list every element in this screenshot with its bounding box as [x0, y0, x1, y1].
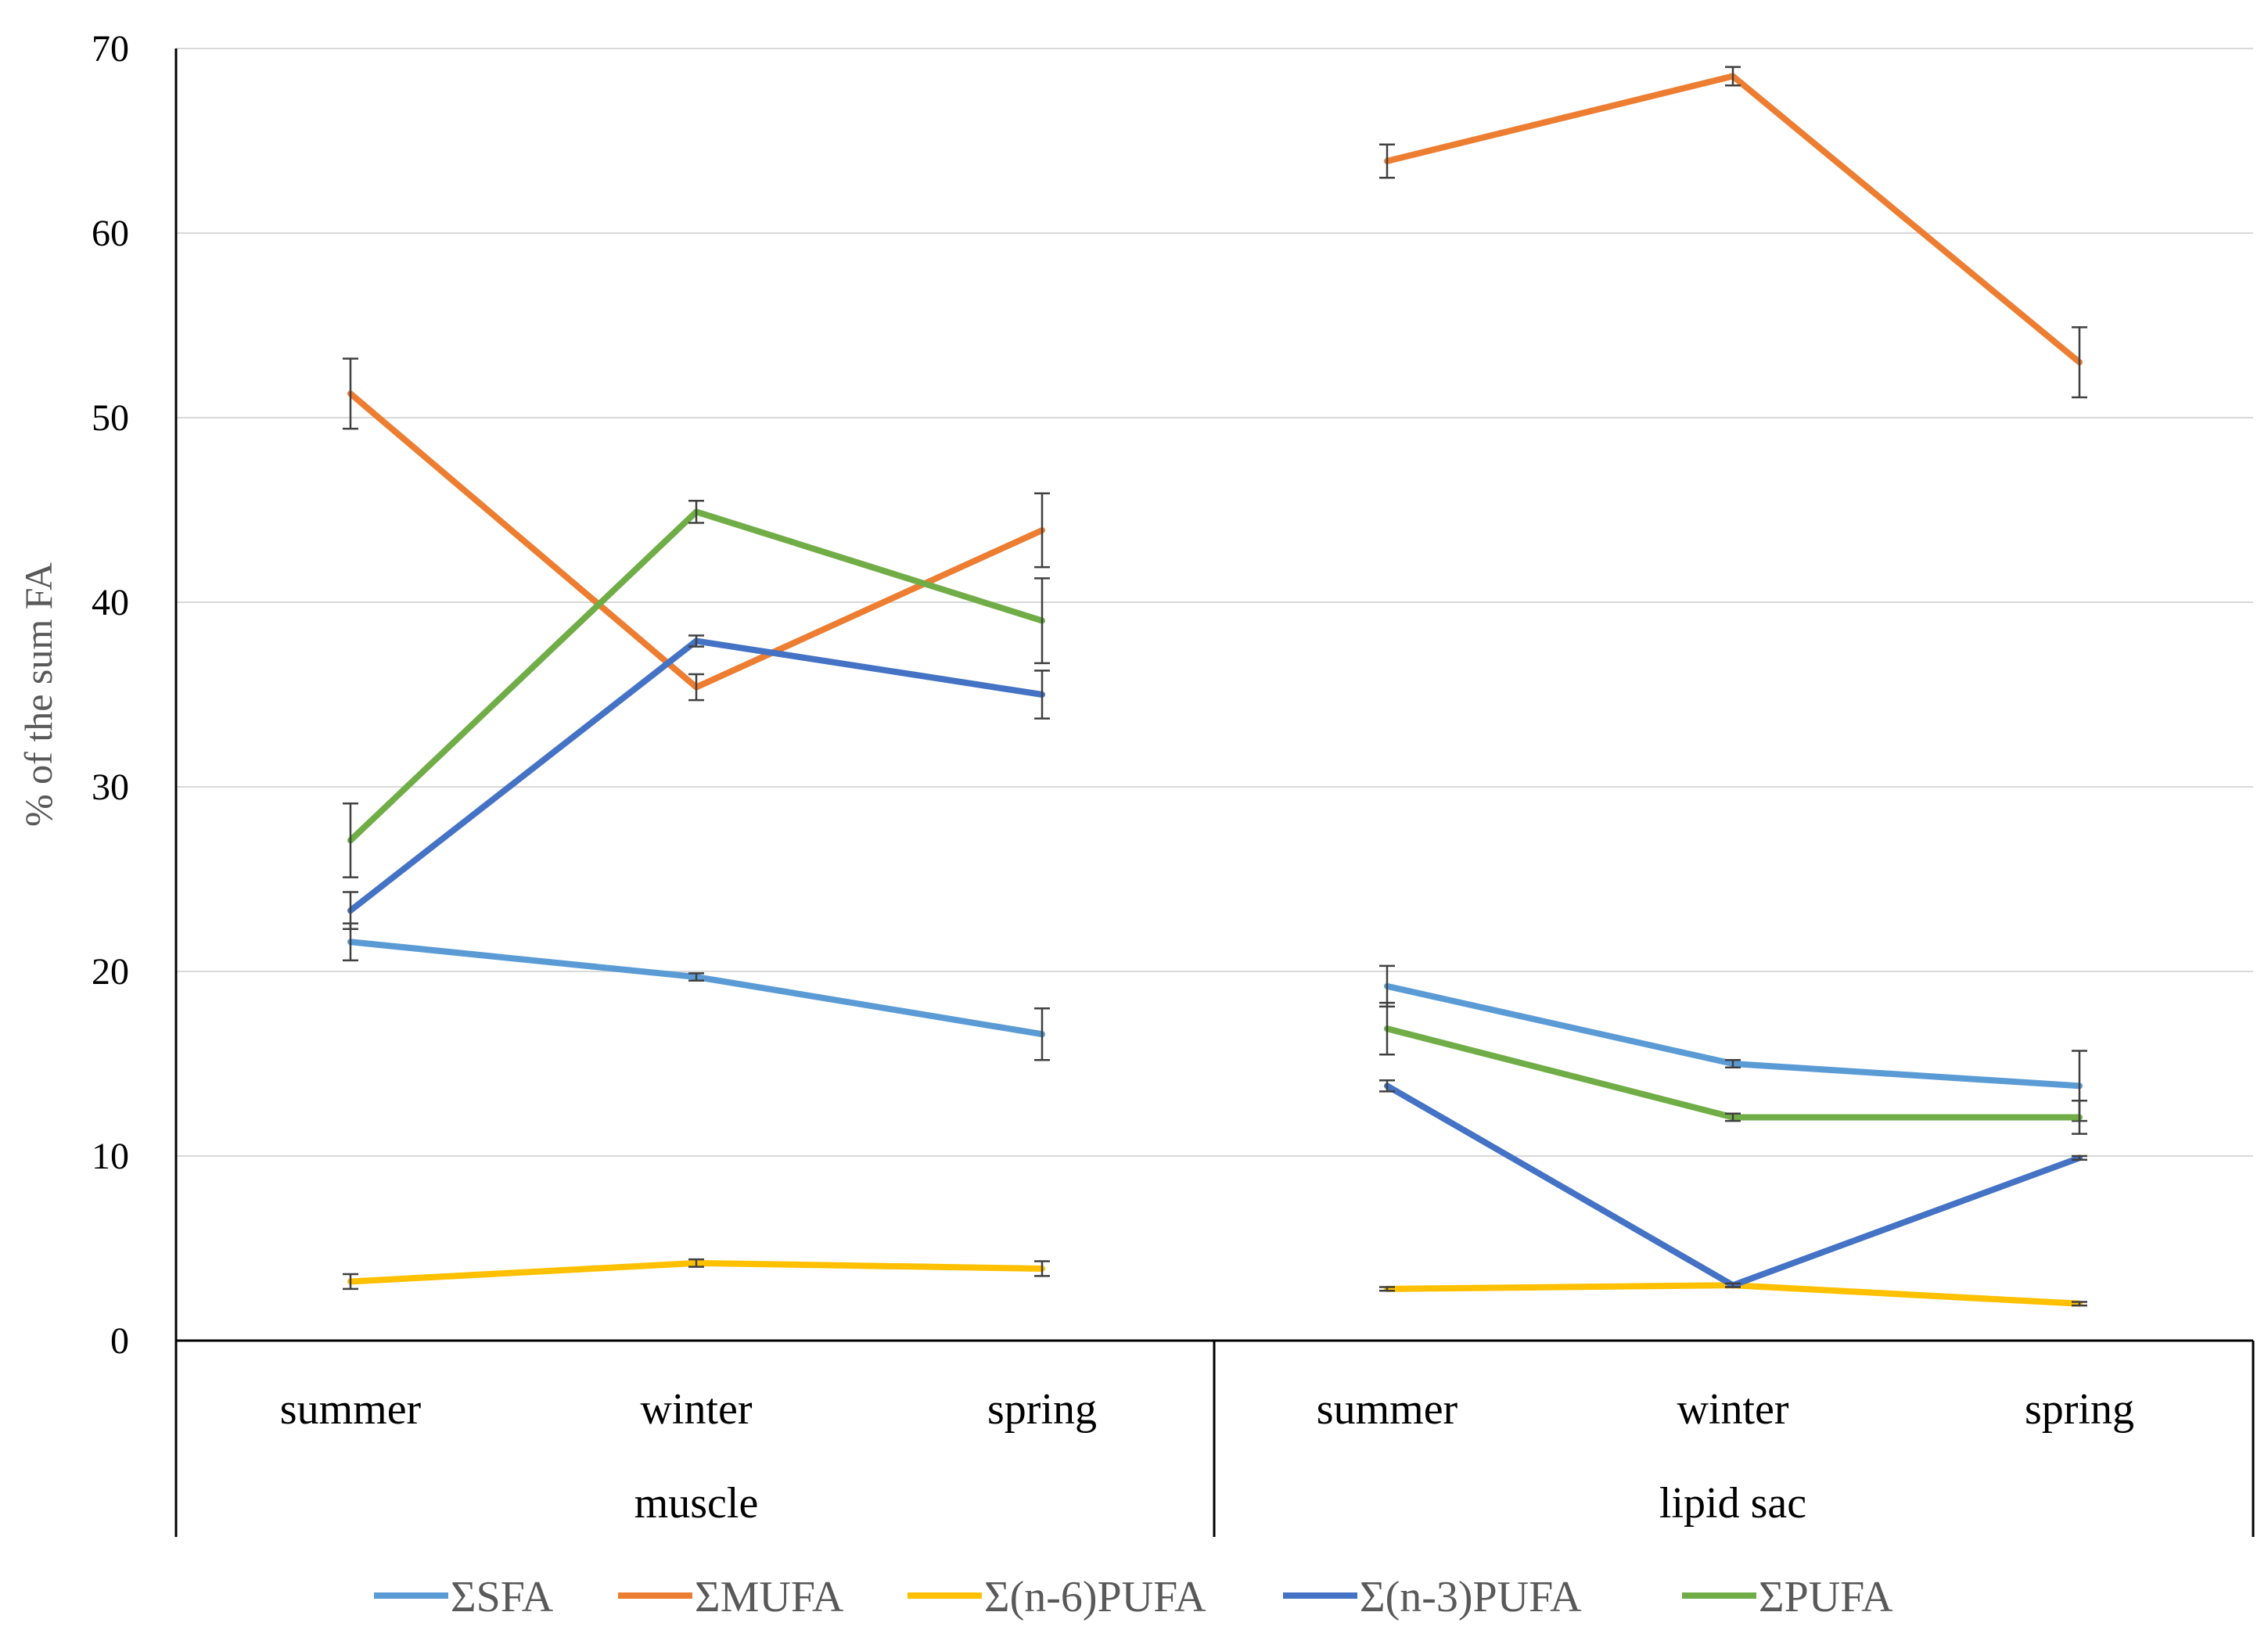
error-bar [343, 1273, 358, 1291]
error-bar [688, 673, 704, 702]
series-3 [343, 634, 2087, 1289]
y-axis-title: % of the sum FA [16, 562, 60, 827]
series-line [1384, 1025, 2083, 1121]
error-bar [343, 802, 358, 878]
legend-item: ΣMUFA [618, 1573, 844, 1621]
series-line [347, 939, 1045, 1038]
legend-label: Σ(n-6)PUFA [984, 1573, 1206, 1621]
error-bar [688, 634, 704, 648]
error-bar [343, 357, 358, 430]
axes: 0 10 20 30 40 50 60 70 summer winter spring muscle s… [16, 28, 2255, 1537]
legend-label: ΣPUFA [1759, 1573, 1893, 1621]
x-tick-label: spring [2025, 1385, 2134, 1434]
y-tick-label: 30 [92, 767, 129, 808]
group-label: lipid sac [1659, 1479, 1806, 1528]
error-bar [1034, 492, 1050, 569]
x-tick-label: spring [987, 1385, 1097, 1434]
error-bar [1379, 1286, 1395, 1292]
y-tick-label: 20 [92, 951, 129, 993]
legend-label: ΣSFA [451, 1573, 554, 1621]
error-bar [343, 891, 358, 930]
gridlines [176, 48, 2253, 1157]
legend-item: Σ(n-6)PUFA [908, 1573, 1206, 1621]
series-lines [343, 66, 2087, 1307]
y-tick-label: 60 [92, 213, 129, 254]
error-bar [1725, 1282, 1741, 1288]
y-tick-label: 40 [92, 582, 129, 623]
error-bar [1034, 577, 1050, 665]
legend-label: ΣMUFA [695, 1573, 844, 1621]
error-bar [2072, 1099, 2087, 1135]
x-tick-label: winter [1677, 1385, 1788, 1434]
error-bar [2072, 326, 2087, 399]
error-bar [1379, 1001, 1395, 1056]
legend-item: ΣSFA [374, 1573, 554, 1621]
error-bar [688, 972, 704, 982]
error-bar [1379, 143, 1395, 179]
x-tick-label: winter [640, 1385, 752, 1434]
series-4 [343, 499, 2087, 1135]
error-bar [1725, 1112, 1741, 1122]
series-1 [343, 66, 2087, 702]
error-bar [1725, 1059, 1741, 1068]
legend-label: Σ(n-3)PUFA [1360, 1573, 1582, 1621]
error-bar [2072, 1154, 2087, 1161]
legend-item: Σ(n-3)PUFA [1283, 1573, 1582, 1621]
y-tick-label: 0 [110, 1320, 129, 1362]
error-bar [1034, 1007, 1050, 1061]
series-line [1384, 73, 2083, 366]
x-tick-label: summer [1317, 1385, 1458, 1434]
legend: ΣSFA ΣMUFA Σ(n-6)PUFA Σ(n-3)PUFA ΣPUFA [374, 1573, 1893, 1621]
error-bar [1379, 1079, 1395, 1093]
error-bar [1034, 670, 1050, 720]
error-bar [688, 499, 704, 524]
y-tick-label: 10 [92, 1136, 129, 1177]
error-bar [2072, 1301, 2087, 1307]
error-bar [688, 1258, 704, 1268]
error-bar [1034, 1260, 1050, 1277]
error-bar [1725, 66, 1741, 87]
legend-item: ΣPUFA [1682, 1573, 1893, 1621]
group-label: muscle [634, 1479, 759, 1528]
series-0 [343, 922, 2087, 1122]
series-2 [343, 1258, 2087, 1307]
series-line [1384, 982, 2083, 1090]
y-tick-label: 70 [92, 28, 129, 70]
y-tick-label: 50 [92, 397, 129, 439]
x-tick-label: summer [280, 1385, 422, 1434]
